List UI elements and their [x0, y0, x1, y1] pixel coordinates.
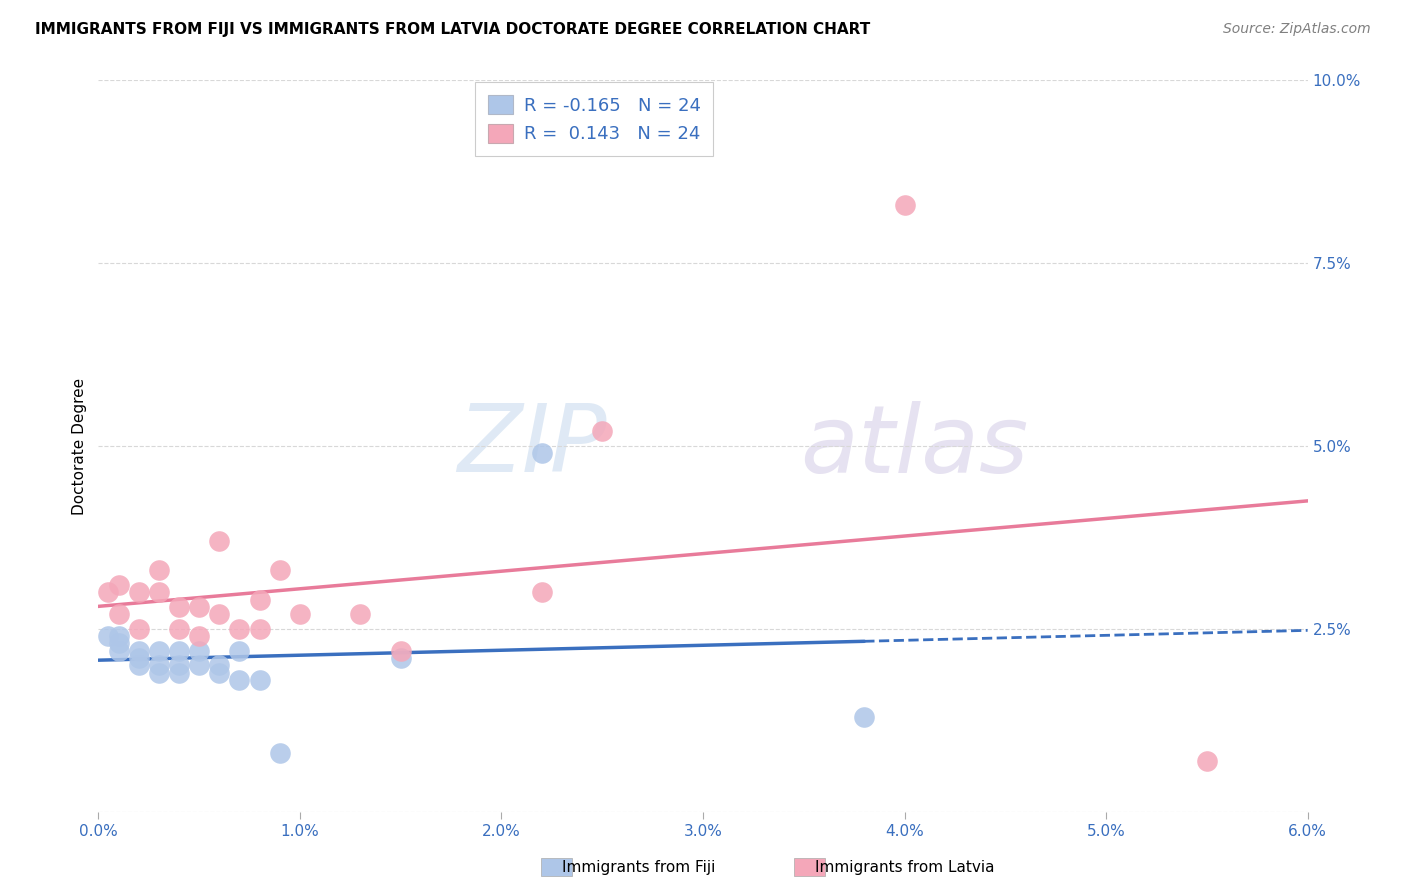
Y-axis label: Doctorate Degree: Doctorate Degree — [72, 377, 87, 515]
Point — [107, 636, 129, 650]
Point — [591, 425, 613, 439]
Point — [389, 644, 412, 658]
Point — [128, 651, 150, 665]
Point — [1195, 754, 1218, 768]
Text: atlas: atlas — [800, 401, 1028, 491]
Point — [148, 585, 170, 599]
Point — [97, 585, 120, 599]
Point — [148, 644, 170, 658]
Point — [228, 673, 250, 687]
Point — [97, 629, 120, 643]
Point — [530, 585, 553, 599]
Point — [167, 665, 190, 680]
Point — [128, 658, 150, 673]
Point — [530, 446, 553, 460]
Point — [249, 673, 271, 687]
Point — [249, 622, 271, 636]
Point — [148, 563, 170, 577]
Point — [167, 644, 190, 658]
Point — [188, 658, 211, 673]
Point — [148, 658, 170, 673]
Point — [188, 599, 211, 614]
Point — [167, 599, 190, 614]
Point — [107, 578, 129, 592]
Point — [269, 746, 291, 760]
Point — [128, 585, 150, 599]
Point — [228, 622, 250, 636]
Point — [208, 665, 231, 680]
Point — [249, 592, 271, 607]
Point — [349, 607, 371, 622]
Point — [853, 709, 876, 723]
Point — [288, 607, 311, 622]
Text: IMMIGRANTS FROM FIJI VS IMMIGRANTS FROM LATVIA DOCTORATE DEGREE CORRELATION CHAR: IMMIGRANTS FROM FIJI VS IMMIGRANTS FROM … — [35, 22, 870, 37]
Text: Immigrants from Latvia: Immigrants from Latvia — [815, 861, 995, 875]
Point — [107, 607, 129, 622]
Point — [167, 658, 190, 673]
Point — [107, 644, 129, 658]
Point — [148, 665, 170, 680]
Point — [389, 651, 412, 665]
Point — [269, 563, 291, 577]
Point — [208, 658, 231, 673]
Point — [167, 622, 190, 636]
Text: ZIP: ZIP — [457, 401, 606, 491]
Point — [128, 644, 150, 658]
Text: Immigrants from Fiji: Immigrants from Fiji — [562, 861, 716, 875]
Point — [188, 629, 211, 643]
Point — [893, 197, 915, 211]
Point — [107, 629, 129, 643]
Legend: R = -0.165   N = 24, R =  0.143   N = 24: R = -0.165 N = 24, R = 0.143 N = 24 — [475, 82, 713, 156]
Text: Source: ZipAtlas.com: Source: ZipAtlas.com — [1223, 22, 1371, 37]
Point — [208, 534, 231, 549]
Point — [228, 644, 250, 658]
Point — [208, 607, 231, 622]
Point — [128, 622, 150, 636]
Point — [188, 644, 211, 658]
